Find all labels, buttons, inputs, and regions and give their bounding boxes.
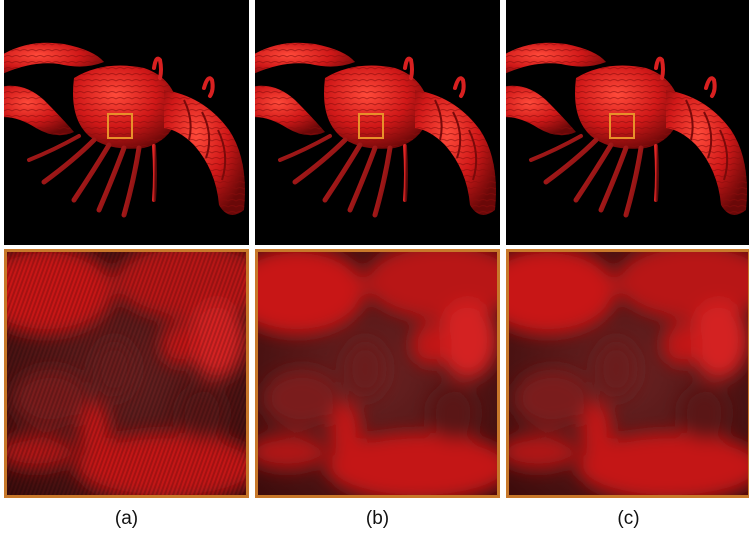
highlight-box bbox=[609, 113, 635, 139]
caption-a: (a) bbox=[114, 508, 139, 529]
figure-column-b: (b) bbox=[255, 0, 500, 534]
zoom-detail-image-c bbox=[506, 249, 749, 498]
figure-column-c: (c) bbox=[506, 0, 749, 534]
zoom-detail-image-a bbox=[4, 249, 249, 498]
full-render-image-a bbox=[4, 0, 249, 245]
figure-column-a: (a) bbox=[4, 0, 249, 534]
full-render-image-c bbox=[506, 0, 749, 245]
zoom-detail-image-b bbox=[255, 249, 500, 498]
highlight-box bbox=[358, 113, 384, 139]
full-render-image-b bbox=[255, 0, 500, 245]
caption-c: (c) bbox=[617, 508, 640, 529]
caption-b: (b) bbox=[365, 508, 390, 529]
highlight-box bbox=[107, 113, 133, 139]
